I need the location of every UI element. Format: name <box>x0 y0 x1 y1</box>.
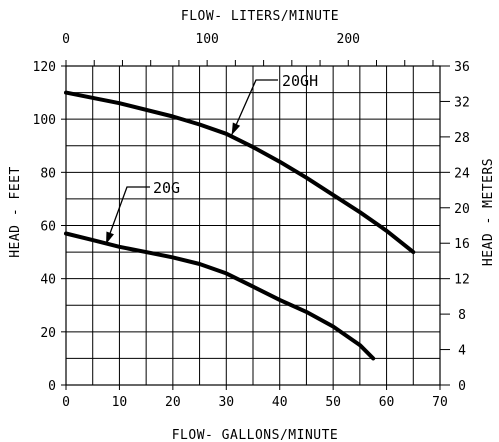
right-tick-label: 0 <box>458 379 466 394</box>
right-tick-label: 8 <box>458 308 466 323</box>
bottom-tick-label: 20 <box>165 395 181 410</box>
right-tick-label: 12 <box>454 273 470 288</box>
top-axis-title: FLOW- LITERS/MINUTE <box>181 9 339 24</box>
bottom-tick-label: 60 <box>379 395 395 410</box>
left-axis-title: HEAD - FEET <box>8 166 23 258</box>
bottom-tick-label: 70 <box>432 395 448 410</box>
left-tick-label: 120 <box>33 60 56 75</box>
right-tick-label: 24 <box>454 166 470 181</box>
left-tick-label: 100 <box>33 113 56 128</box>
bottom-tick-label: 50 <box>325 395 341 410</box>
top-tick-label: 200 <box>337 32 360 47</box>
right-tick-label: 16 <box>454 237 470 252</box>
arrowhead-20gh <box>232 123 241 136</box>
left-tick-label: 20 <box>40 326 56 341</box>
left-tick-label: 40 <box>40 273 56 288</box>
right-tick-label: 32 <box>454 95 470 110</box>
series-label-20gh: 20GH <box>282 72 318 90</box>
right-tick-label: 4 <box>458 344 466 359</box>
series-label-20g: 20G <box>153 179 180 197</box>
right-tick-label: 20 <box>454 202 470 217</box>
right-tick-label: 28 <box>454 131 470 146</box>
arrowhead-20g <box>106 231 114 244</box>
left-tick-label: 80 <box>40 166 56 181</box>
plot-grid <box>66 66 440 385</box>
bottom-tick-label: 30 <box>218 395 234 410</box>
left-tick-label: 60 <box>40 220 56 235</box>
right-tick-label: 36 <box>454 60 470 75</box>
top-tick-label: 0 <box>62 32 70 47</box>
series-annotations: 20GH 20G <box>106 72 318 244</box>
bottom-tick-label: 0 <box>62 395 70 410</box>
axis-ticks: 0 10 20 30 40 50 60 70 0 100 200 0 20 40 60 80 100 120 0 4 8… <box>33 32 470 410</box>
top-tick-label: 100 <box>195 32 218 47</box>
right-axis-title: HEAD - METERS <box>481 158 496 266</box>
bottom-tick-label: 10 <box>112 395 128 410</box>
bottom-tick-label: 40 <box>272 395 288 410</box>
bottom-axis-title: FLOW- GALLONS/MINUTE <box>172 428 339 442</box>
left-tick-label: 0 <box>48 379 56 394</box>
